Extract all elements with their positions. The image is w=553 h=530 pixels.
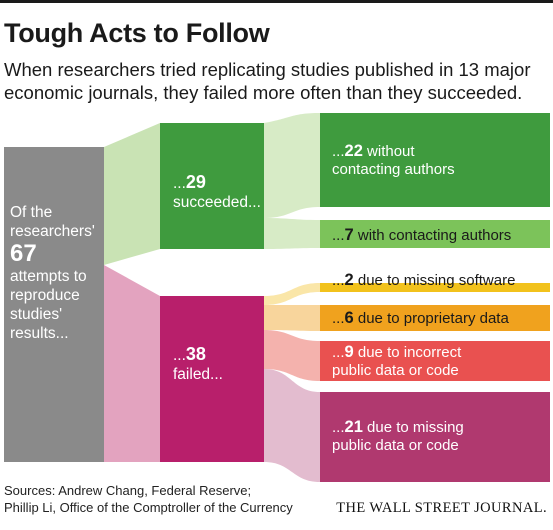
publisher-logo: THE WALL STREET JOURNAL. xyxy=(336,500,547,516)
node-missing-software xyxy=(320,283,550,292)
failed-text: failed... xyxy=(173,366,223,383)
flow-failed-missing xyxy=(264,369,320,482)
node-incorrect xyxy=(320,341,550,381)
flow-failed-incorrect xyxy=(264,330,320,381)
failed-label: ...38 failed... xyxy=(173,345,223,384)
outcome-with-authors-label: ...7 with contacting authors xyxy=(332,226,512,244)
failed-pre: ... xyxy=(173,347,186,364)
root-number: 67 xyxy=(10,240,37,267)
node-succeeded xyxy=(160,123,264,249)
outcome-proprietary-label: ...6 due to proprietary data xyxy=(332,309,509,327)
node-failed xyxy=(160,296,264,462)
flow-root-succeeded xyxy=(104,123,160,265)
source-note: Sources: Andrew Chang, Federal Reserve; … xyxy=(4,482,293,516)
succeeded-pre: ... xyxy=(173,175,186,192)
flow-succeeded-with xyxy=(264,218,320,249)
root-post: attempts to reproduce studies' results..… xyxy=(10,268,87,342)
top-rule xyxy=(0,0,553,3)
node-proprietary xyxy=(320,305,550,331)
node-with-authors xyxy=(320,220,550,248)
succeeded-text: succeeded... xyxy=(173,194,261,211)
outcome-incorrect-label: ...9 due to incorrect public data or cod… xyxy=(332,343,462,379)
flow-succeeded-without xyxy=(264,113,320,218)
root-label: Of the researchers' 67 attempts to repro… xyxy=(10,203,102,343)
flow-failed-software xyxy=(264,283,320,305)
source-line-1: Sources: Andrew Chang, Federal Reserve; xyxy=(4,483,252,498)
flow-root-failed xyxy=(104,265,160,462)
chart-subtitle: When researchers tried replicating studi… xyxy=(4,59,531,103)
node-root xyxy=(4,147,104,462)
outcome-missing-software-label: ...2 due to missing software xyxy=(332,271,516,289)
source-line-2: Phillip Li, Office of the Comptroller of… xyxy=(4,500,293,515)
chart-title: Tough Acts to Follow xyxy=(4,18,270,48)
node-without-authors xyxy=(320,113,550,207)
node-missing-data xyxy=(320,392,550,482)
failed-number: 38 xyxy=(185,344,206,364)
succeeded-number: 29 xyxy=(185,172,206,192)
flow-failed-proprietary xyxy=(264,305,320,331)
outcome-without-authors-label: ...22 without contacting authors xyxy=(332,142,455,178)
succeeded-label: ...29 succeeded... xyxy=(173,173,261,212)
outcome-missing-data-label: ...21 due to missing public data or code xyxy=(332,418,464,454)
root-pre: Of the researchers' xyxy=(10,204,95,240)
